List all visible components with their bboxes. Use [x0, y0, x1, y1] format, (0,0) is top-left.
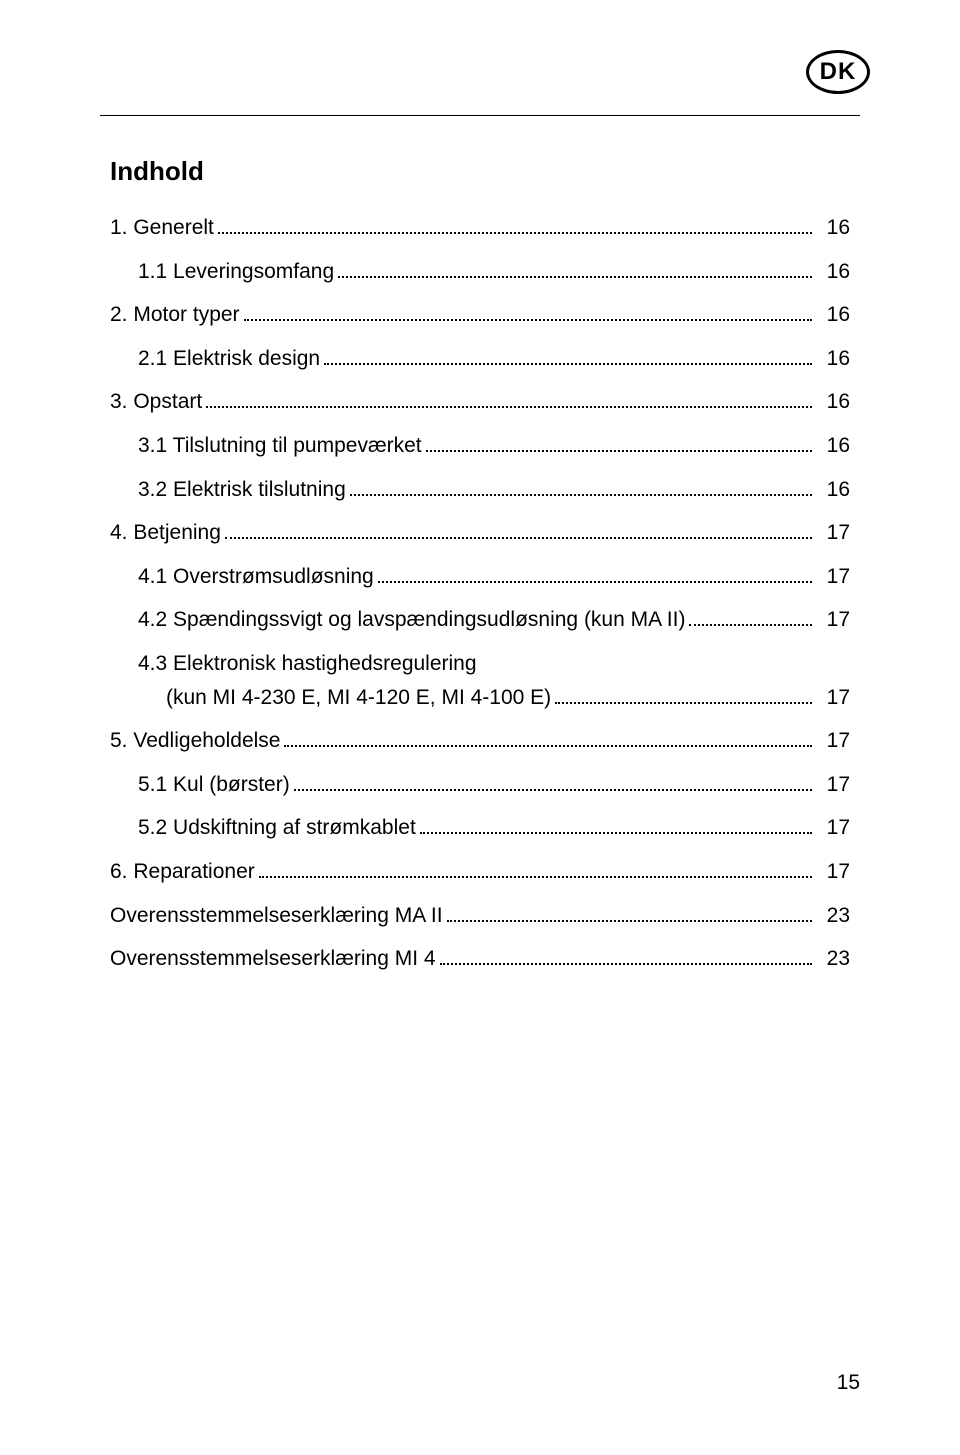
toc-label: 5.2 Udskiftning af strømkablet — [138, 811, 416, 845]
toc-label: 4.1 Overstrømsudløsning — [138, 560, 374, 594]
toc-entry: 3.1 Tilslutning til pumpeværket 16 — [110, 429, 850, 463]
toc-leader — [244, 319, 812, 321]
toc-leader — [338, 276, 812, 278]
toc-leader — [284, 745, 812, 747]
toc-page: 23 — [816, 899, 850, 933]
toc-page: 23 — [816, 942, 850, 976]
toc-label: Overensstemmelseserklæring MA II — [110, 899, 443, 933]
toc-label: 3.1 Tilslutning til pumpeværket — [138, 429, 422, 463]
toc-label: 6. Reparationer — [110, 855, 255, 889]
toc-entry: 2. Motor typer 16 — [110, 298, 850, 332]
toc-page: 16 — [816, 385, 850, 419]
toc-leader — [324, 363, 812, 365]
toc-entry: 6. Reparationer 17 — [110, 855, 850, 889]
toc-entry: 1.1 Leveringsomfang 16 — [110, 255, 850, 289]
toc-label: 3. Opstart — [110, 385, 202, 419]
toc-entry: 3. Opstart 16 — [110, 385, 850, 419]
toc-leader — [225, 537, 812, 539]
toc-entry: 4.3 Elektronisk hastighedsregulering — [110, 647, 850, 681]
toc-title: Indhold — [110, 156, 850, 187]
toc-page: 17 — [816, 855, 850, 889]
toc-entry: 4.1 Overstrømsudløsning 17 — [110, 560, 850, 594]
toc-page: 16 — [816, 298, 850, 332]
toc-label: 3.2 Elektrisk tilslutning — [138, 473, 346, 507]
toc-label: 4. Betjening — [110, 516, 221, 550]
toc-page: 17 — [816, 768, 850, 802]
toc-page: 17 — [816, 560, 850, 594]
toc-label: Overensstemmelseserklæring MI 4 — [110, 942, 436, 976]
page-number: 15 — [837, 1371, 860, 1395]
toc-page: 17 — [816, 516, 850, 550]
toc-page: 17 — [816, 681, 850, 715]
toc-entry-cont: (kun MI 4-230 E, MI 4-120 E, MI 4-100 E)… — [110, 681, 850, 715]
toc-list: 1. Generelt161.1 Leveringsomfang162. Mot… — [110, 211, 850, 976]
toc-label: 5.1 Kul (børster) — [138, 768, 290, 802]
language-badge: DK — [806, 50, 870, 94]
toc-entry: Overensstemmelseserklæring MA II 23 — [110, 899, 850, 933]
toc-page: 16 — [816, 255, 850, 289]
toc-label: 5. Vedligeholdelse — [110, 724, 280, 758]
toc-leader — [420, 832, 812, 834]
toc-leader — [294, 789, 812, 791]
toc-page: 17 — [816, 724, 850, 758]
toc-entry: 4. Betjening 17 — [110, 516, 850, 550]
toc-leader — [689, 624, 812, 626]
toc-page: 16 — [816, 429, 850, 463]
toc-leader — [218, 232, 812, 234]
toc-leader — [426, 450, 812, 452]
toc-label: 1.1 Leveringsomfang — [138, 255, 334, 289]
toc-label: 1. Generelt — [110, 211, 214, 245]
toc-leader — [350, 494, 812, 496]
toc-entry: 4.2 Spændingssvigt og lavspændingsudløsn… — [110, 603, 850, 637]
toc-label: 2.1 Elektrisk design — [138, 342, 320, 376]
toc-label: 2. Motor typer — [110, 298, 240, 332]
toc-leader — [555, 702, 812, 704]
toc-entry: 5. Vedligeholdelse 17 — [110, 724, 850, 758]
toc-entry: 2.1 Elektrisk design 16 — [110, 342, 850, 376]
toc-page: 16 — [816, 342, 850, 376]
toc-leader — [440, 963, 812, 965]
top-rule — [100, 115, 860, 116]
toc-entry: 3.2 Elektrisk tilslutning 16 — [110, 473, 850, 507]
toc-entry: 5.2 Udskiftning af strømkablet 17 — [110, 811, 850, 845]
toc-page: 17 — [816, 603, 850, 637]
toc-page: 16 — [816, 473, 850, 507]
toc-label: (kun MI 4-230 E, MI 4-120 E, MI 4-100 E) — [166, 681, 551, 715]
toc-label: 4.2 Spændingssvigt og lavspændingsudløsn… — [138, 603, 685, 637]
toc-entry: Overensstemmelseserklæring MI 4 23 — [110, 942, 850, 976]
toc-leader — [206, 406, 812, 408]
toc-entry: 5.1 Kul (børster) 17 — [110, 768, 850, 802]
toc-page: 16 — [816, 211, 850, 245]
toc-leader — [259, 876, 812, 878]
toc-leader — [447, 920, 812, 922]
toc-page: 17 — [816, 811, 850, 845]
toc-leader — [378, 581, 812, 583]
toc-label: 4.3 Elektronisk hastighedsregulering — [138, 647, 477, 681]
toc-entry: 1. Generelt 16 — [110, 211, 850, 245]
